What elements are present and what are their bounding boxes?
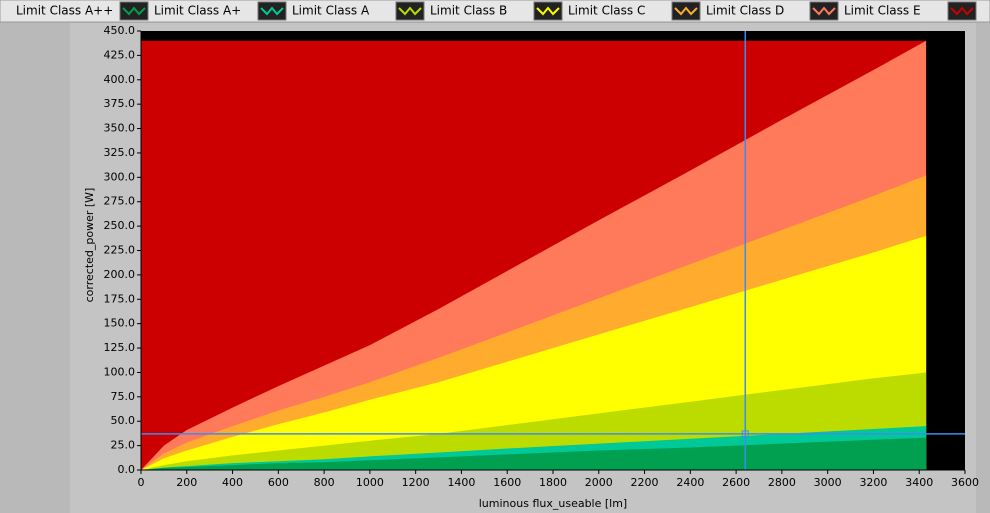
legend-icon bbox=[257, 1, 287, 21]
legend-label: Limit Class C bbox=[568, 4, 645, 18]
x-tick-label: 1000 bbox=[356, 476, 384, 489]
x-tick-label: 2600 bbox=[722, 476, 750, 489]
x-tick-label: 1200 bbox=[402, 476, 430, 489]
x-tick-label: 2000 bbox=[585, 476, 613, 489]
legend-label: Limit Class B bbox=[430, 4, 507, 18]
x-tick-label: 800 bbox=[314, 476, 335, 489]
x-tick-label: 2400 bbox=[676, 476, 704, 489]
x-tick-label: 400 bbox=[222, 476, 243, 489]
y-tick-label: 325.0 bbox=[104, 146, 136, 159]
x-tick-label: 600 bbox=[268, 476, 289, 489]
y-tick-label: 50.0 bbox=[111, 414, 136, 427]
y-tick-label: 375.0 bbox=[104, 97, 136, 110]
y-tick-label: 225.0 bbox=[104, 244, 136, 257]
area bbox=[141, 437, 927, 470]
y-axis-label: corrected_power [W] bbox=[83, 188, 96, 303]
y-tick-label: 75.0 bbox=[111, 390, 136, 403]
legend-line bbox=[536, 6, 560, 16]
x-tick-label: 3200 bbox=[859, 476, 887, 489]
x-tick-label: 3600 bbox=[951, 476, 979, 489]
legend-icon bbox=[533, 1, 563, 21]
y-tick-label: 175.0 bbox=[104, 292, 136, 305]
legend-line bbox=[122, 6, 146, 16]
y-tick-label: 125.0 bbox=[104, 341, 136, 354]
y-tick-label: 425.0 bbox=[104, 48, 136, 61]
legend-line bbox=[950, 6, 974, 16]
y-tick-label: 0.0 bbox=[118, 463, 136, 476]
x-tick-label: 1400 bbox=[447, 476, 475, 489]
y-tick-label: 150.0 bbox=[104, 317, 136, 330]
x-tick-label: 200 bbox=[176, 476, 197, 489]
y-tick-label: 350.0 bbox=[104, 122, 136, 135]
legend-icon bbox=[947, 1, 977, 21]
legend-bar bbox=[0, 0, 990, 23]
x-tick-label: 3400 bbox=[905, 476, 933, 489]
y-tick-label: 25.0 bbox=[111, 439, 136, 452]
y-tick-label: 100.0 bbox=[104, 365, 136, 378]
legend-label: Limit Class A++ bbox=[16, 4, 113, 18]
legend-label: Limit Class E bbox=[844, 4, 921, 18]
legend-label: Limit Class A bbox=[292, 4, 370, 18]
y-tick-label: 450.0 bbox=[104, 24, 136, 37]
legend-line bbox=[674, 6, 698, 16]
y-tick-label: 250.0 bbox=[104, 219, 136, 232]
x-axis-label: luminous flux_useable [lm] bbox=[479, 497, 627, 510]
legend-line bbox=[398, 6, 422, 16]
legend-icon bbox=[809, 1, 839, 21]
y-tick-label: 275.0 bbox=[104, 195, 136, 208]
y-tick-label: 300.0 bbox=[104, 170, 136, 183]
legend-icon bbox=[671, 1, 701, 21]
legend-icon bbox=[395, 1, 425, 21]
cursor-point bbox=[741, 430, 749, 438]
y-tick-label: 400.0 bbox=[104, 73, 136, 86]
x-tick-label: 1800 bbox=[539, 476, 567, 489]
legend-label: Limit Class A+ bbox=[154, 4, 241, 18]
legend-line bbox=[812, 6, 836, 16]
legend-line bbox=[260, 6, 284, 16]
x-tick-label: 3000 bbox=[814, 476, 842, 489]
x-tick-label: 1600 bbox=[493, 476, 521, 489]
y-tick-label: 200.0 bbox=[104, 268, 136, 281]
x-tick-label: 2200 bbox=[631, 476, 659, 489]
x-tick-label: 0 bbox=[138, 476, 145, 489]
x-tick-label: 2800 bbox=[768, 476, 796, 489]
legend-label: Limit Class D bbox=[706, 4, 784, 18]
legend-icon bbox=[119, 1, 149, 21]
